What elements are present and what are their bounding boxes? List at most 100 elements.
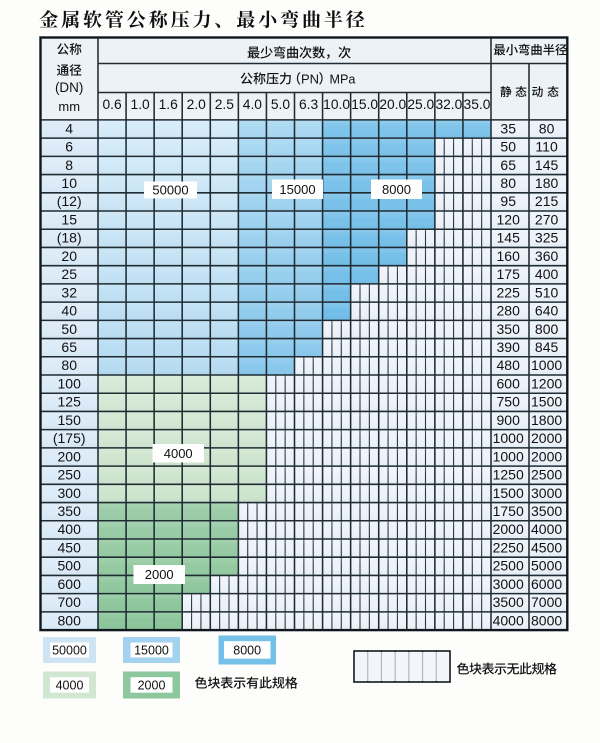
- svg-text:390: 390: [497, 339, 521, 355]
- svg-text:250: 250: [58, 467, 82, 483]
- svg-text:0.6: 0.6: [102, 97, 122, 112]
- svg-text:145: 145: [497, 230, 521, 246]
- svg-text:5000: 5000: [531, 558, 562, 574]
- svg-text:10: 10: [61, 175, 77, 191]
- svg-text:80: 80: [500, 175, 516, 191]
- svg-text:50000: 50000: [152, 183, 188, 198]
- svg-text:65: 65: [61, 339, 77, 355]
- svg-text:1200: 1200: [531, 375, 562, 391]
- svg-text:2250: 2250: [493, 539, 524, 555]
- svg-text:1000: 1000: [531, 357, 562, 373]
- svg-text:50000: 50000: [52, 643, 87, 657]
- svg-text:2500: 2500: [531, 467, 562, 483]
- svg-text:PN: PN: [301, 71, 319, 86]
- svg-text:20.0: 20.0: [379, 97, 406, 112]
- svg-text:1.6: 1.6: [159, 97, 179, 112]
- svg-text:25.0: 25.0: [407, 97, 434, 112]
- svg-text:2000: 2000: [531, 448, 562, 464]
- svg-text:600: 600: [497, 375, 521, 391]
- svg-text:8: 8: [65, 157, 73, 173]
- svg-text:15.0: 15.0: [351, 97, 378, 112]
- svg-text:215: 215: [535, 193, 559, 209]
- svg-text:1.0: 1.0: [131, 97, 151, 112]
- svg-text:150: 150: [58, 412, 82, 428]
- svg-text:20: 20: [61, 248, 77, 264]
- svg-text:3000: 3000: [531, 485, 562, 501]
- svg-text:110: 110: [535, 139, 558, 155]
- svg-text:6.3: 6.3: [299, 97, 319, 112]
- svg-text:900: 900: [497, 412, 521, 428]
- svg-text:1250: 1250: [493, 467, 524, 483]
- svg-text:2000: 2000: [493, 521, 524, 537]
- svg-text:350: 350: [58, 503, 82, 519]
- svg-text:4.0: 4.0: [243, 97, 263, 112]
- svg-text:(DN): (DN): [55, 80, 84, 95]
- svg-text:480: 480: [497, 357, 521, 373]
- svg-text:80: 80: [61, 357, 77, 373]
- svg-text:6000: 6000: [531, 576, 562, 592]
- svg-text:175: 175: [497, 266, 521, 282]
- svg-text:845: 845: [535, 339, 559, 355]
- svg-text:15000: 15000: [134, 643, 169, 657]
- svg-text:225: 225: [497, 284, 521, 300]
- svg-text:10.0: 10.0: [323, 97, 350, 112]
- svg-text:300: 300: [58, 485, 82, 501]
- svg-text:125: 125: [58, 394, 82, 410]
- svg-text:32.0: 32.0: [435, 97, 462, 112]
- svg-text:35: 35: [500, 120, 516, 136]
- svg-text:(175): (175): [53, 430, 86, 446]
- svg-text:510: 510: [535, 284, 559, 300]
- svg-text:2500: 2500: [493, 558, 524, 574]
- svg-text:(18): (18): [57, 230, 82, 246]
- svg-text:1000: 1000: [493, 448, 524, 464]
- svg-text:4: 4: [65, 120, 73, 136]
- svg-text:1500: 1500: [493, 485, 524, 501]
- svg-text:2000: 2000: [145, 567, 174, 582]
- svg-text:2.5: 2.5: [215, 97, 235, 112]
- svg-text:4000: 4000: [164, 446, 193, 461]
- svg-text:400: 400: [535, 266, 559, 282]
- svg-text:32: 32: [61, 284, 77, 300]
- svg-text:15000: 15000: [279, 182, 315, 197]
- svg-text:3500: 3500: [493, 594, 524, 610]
- svg-text:mm: mm: [58, 99, 80, 114]
- svg-text:640: 640: [535, 303, 559, 319]
- svg-text:750: 750: [497, 394, 521, 410]
- svg-text:15: 15: [61, 211, 77, 227]
- svg-text:(12): (12): [57, 193, 82, 209]
- svg-text:1000: 1000: [493, 430, 524, 446]
- svg-text:700: 700: [58, 594, 82, 610]
- svg-text:8000: 8000: [382, 182, 411, 197]
- svg-text:80: 80: [539, 120, 555, 136]
- svg-text:120: 120: [497, 211, 521, 227]
- svg-text:65: 65: [500, 157, 516, 173]
- svg-text:7000: 7000: [531, 594, 562, 610]
- svg-text:50: 50: [500, 139, 516, 155]
- svg-text:3000: 3000: [493, 576, 524, 592]
- svg-text:5.0: 5.0: [271, 97, 291, 112]
- svg-text:2000: 2000: [138, 678, 166, 692]
- svg-text:325: 325: [535, 230, 559, 246]
- svg-text:160: 160: [497, 248, 521, 264]
- svg-text:25: 25: [61, 266, 77, 282]
- svg-text:35.0: 35.0: [464, 97, 491, 112]
- svg-text:50: 50: [61, 321, 77, 337]
- svg-text:1750: 1750: [493, 503, 524, 519]
- svg-text:600: 600: [58, 576, 82, 592]
- svg-text:4000: 4000: [531, 521, 562, 537]
- svg-text:2000: 2000: [531, 430, 562, 446]
- svg-text:2.0: 2.0: [187, 97, 207, 112]
- svg-text:100: 100: [58, 375, 82, 391]
- svg-text:4000: 4000: [56, 678, 84, 692]
- svg-text:3500: 3500: [531, 503, 562, 519]
- svg-text:400: 400: [58, 521, 82, 537]
- svg-text:4000: 4000: [493, 612, 524, 628]
- svg-text:500: 500: [58, 558, 82, 574]
- svg-text:1800: 1800: [531, 412, 562, 428]
- svg-text:8000: 8000: [233, 643, 261, 657]
- svg-text:200: 200: [58, 448, 82, 464]
- svg-text:360: 360: [535, 248, 559, 264]
- svg-text:MPa: MPa: [330, 72, 356, 86]
- svg-text:270: 270: [535, 211, 559, 227]
- svg-text:800: 800: [535, 321, 559, 337]
